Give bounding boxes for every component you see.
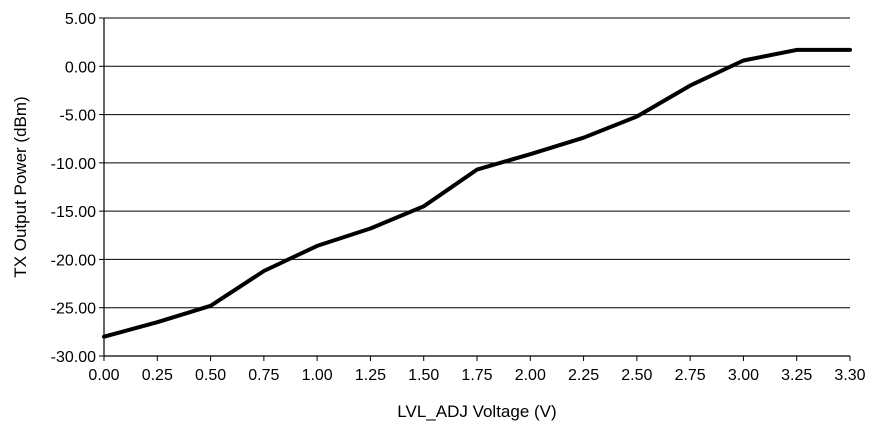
axes [99,17,851,361]
x-tick-label: 0.00 [88,367,119,384]
x-tick-label: 1.50 [408,367,439,384]
x-tick-label: 2.50 [621,367,652,384]
y-tick-label: -20.00 [51,252,96,269]
x-tick-label: 0.75 [248,367,279,384]
x-tick-label: 3.00 [728,367,759,384]
y-axis-title: TX Output Power (dBm) [11,96,30,277]
x-tick-labels: 0.00 0.25 0.50 0.75 1.00 1.25 1.50 1.75 2.00 2.25… [88,367,865,384]
x-axis-title: LVL_ADJ Voltage (V) [397,402,556,421]
x-tick-label: 0.25 [142,367,173,384]
x-tick-label: 0.50 [195,367,226,384]
y-tick-label: 5.00 [65,11,96,28]
y-tick-label: -25.00 [51,301,96,318]
y-tick-label: -30.00 [51,349,96,366]
x-tick-label: 2.25 [568,367,599,384]
y-tick-label: 0.00 [65,59,96,76]
y-tick-label: -5.00 [60,108,97,125]
x-tick-label: 1.25 [355,367,386,384]
x-tick-label: 2.75 [675,367,706,384]
x-tick-label: 1.75 [461,367,492,384]
x-tick-label: 2.00 [515,367,546,384]
y-tick-label: -15.00 [51,204,96,221]
y-tick-label: -10.00 [51,156,96,173]
gridlines [104,17,850,357]
x-tick-label: 1.00 [302,367,333,384]
series-lines [102,47,852,339]
y-tick-labels: 5.00 0.00 -5.00 -10.00 -15.00 -20.00 -25.00 -30… [51,11,96,366]
x-tick-label: 3.25 [781,367,812,384]
x-tick-label: 3.30 [834,367,865,384]
series-line [102,47,852,339]
